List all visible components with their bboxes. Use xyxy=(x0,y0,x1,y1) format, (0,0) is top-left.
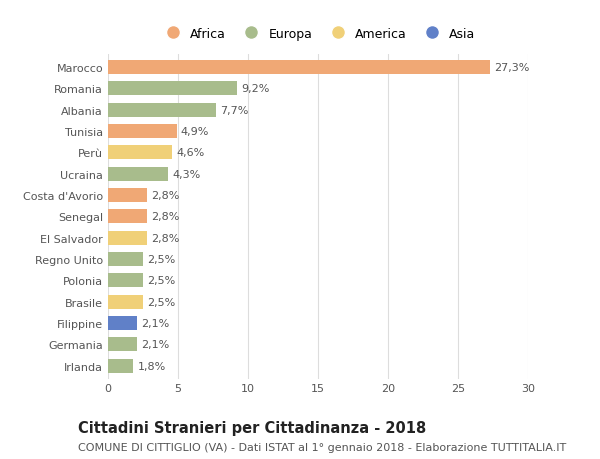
Text: 2,8%: 2,8% xyxy=(151,233,180,243)
Text: COMUNE DI CITTIGLIO (VA) - Dati ISTAT al 1° gennaio 2018 - Elaborazione TUTTITAL: COMUNE DI CITTIGLIO (VA) - Dati ISTAT al… xyxy=(78,442,566,452)
Bar xyxy=(108,295,143,309)
Text: Cittadini Stranieri per Cittadinanza - 2018: Cittadini Stranieri per Cittadinanza - 2… xyxy=(78,420,426,435)
Text: 7,7%: 7,7% xyxy=(220,106,248,115)
Text: 2,8%: 2,8% xyxy=(151,190,180,201)
Bar xyxy=(108,252,143,266)
Bar xyxy=(108,231,147,245)
Bar xyxy=(108,210,147,224)
Bar xyxy=(108,104,216,118)
Bar xyxy=(108,168,168,181)
Bar xyxy=(108,338,137,352)
Text: 2,8%: 2,8% xyxy=(151,212,180,222)
Text: 2,5%: 2,5% xyxy=(147,276,175,286)
Bar xyxy=(108,189,147,202)
Text: 27,3%: 27,3% xyxy=(494,63,530,73)
Bar xyxy=(108,82,237,96)
Bar xyxy=(108,359,133,373)
Bar xyxy=(108,125,176,139)
Text: 4,6%: 4,6% xyxy=(176,148,205,158)
Bar xyxy=(108,316,137,330)
Text: 2,1%: 2,1% xyxy=(142,319,170,328)
Text: 2,1%: 2,1% xyxy=(142,340,170,350)
Legend: Africa, Europa, America, Asia: Africa, Europa, America, Asia xyxy=(155,22,481,45)
Bar xyxy=(108,274,143,288)
Text: 2,5%: 2,5% xyxy=(147,297,175,307)
Text: 9,2%: 9,2% xyxy=(241,84,269,94)
Text: 4,3%: 4,3% xyxy=(172,169,200,179)
Text: 1,8%: 1,8% xyxy=(137,361,166,371)
Bar xyxy=(108,146,172,160)
Text: 4,9%: 4,9% xyxy=(181,127,209,137)
Text: 2,5%: 2,5% xyxy=(147,254,175,264)
Bar xyxy=(108,61,490,75)
